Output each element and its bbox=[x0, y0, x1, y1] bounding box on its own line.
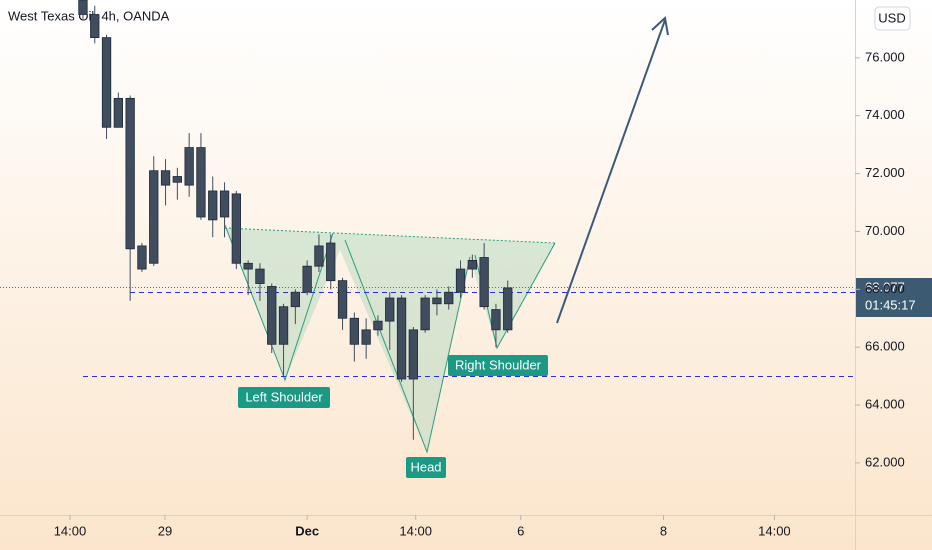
candle-body bbox=[231, 193, 241, 264]
candle-body bbox=[420, 297, 430, 331]
candle-body bbox=[172, 176, 182, 183]
candle-body bbox=[125, 97, 135, 250]
candle-body bbox=[408, 329, 418, 380]
countdown: 01:45:17 bbox=[865, 297, 916, 312]
candle-body bbox=[290, 291, 300, 308]
candle-body bbox=[219, 190, 230, 218]
candle-body bbox=[349, 317, 359, 345]
candle-body bbox=[385, 297, 395, 322]
y-tick-label: 64.000 bbox=[865, 396, 905, 411]
candle-body bbox=[208, 190, 218, 221]
x-tick-label: 14:00 bbox=[758, 523, 791, 538]
candle-body bbox=[137, 245, 147, 270]
candle-body bbox=[278, 306, 289, 345]
currency: USD bbox=[878, 10, 905, 25]
y-tick-label: 68.000 bbox=[865, 281, 905, 296]
candle-body bbox=[196, 147, 206, 218]
y-tick-label: 66.000 bbox=[865, 339, 905, 354]
candles bbox=[78, 0, 513, 440]
annotation-box bbox=[406, 457, 446, 478]
candle-body bbox=[314, 245, 324, 267]
annotation: Right Shoulder bbox=[455, 357, 542, 372]
chart-title: West Texas Oil, 4h, OANDA bbox=[8, 8, 170, 23]
x-tick-label: 29 bbox=[158, 523, 172, 538]
candle-body bbox=[373, 320, 383, 331]
candle-body bbox=[267, 286, 277, 345]
x-tick-label: 6 bbox=[517, 523, 524, 538]
currency-box[interactable] bbox=[874, 6, 911, 31]
annotation-box bbox=[448, 355, 548, 376]
candle-body bbox=[444, 291, 454, 305]
candle-body bbox=[90, 14, 100, 39]
x-tick-label: 8 bbox=[660, 523, 667, 538]
candle-body bbox=[432, 297, 442, 305]
y-tick-label: 62.000 bbox=[865, 454, 905, 469]
candle-body bbox=[479, 257, 489, 308]
candle-body bbox=[326, 242, 336, 282]
candle-body bbox=[361, 329, 371, 345]
annotation: Left Shoulder bbox=[245, 389, 323, 404]
candle-body bbox=[503, 287, 513, 331]
candle-body bbox=[302, 265, 312, 293]
y-tick-label: 76.000 bbox=[865, 49, 905, 64]
x-tick-label: Dec bbox=[295, 523, 319, 538]
candle-body bbox=[113, 97, 123, 128]
x-tick-label: 14:00 bbox=[54, 523, 87, 538]
candle-body bbox=[243, 262, 253, 270]
price-label: 68.077 bbox=[865, 279, 905, 294]
y-tick-label: 70.000 bbox=[865, 223, 905, 238]
candle-body bbox=[455, 268, 466, 293]
y-tick-label: 74.000 bbox=[865, 107, 905, 122]
candle-body bbox=[101, 37, 112, 128]
candle-body bbox=[467, 259, 477, 270]
annotation: Head bbox=[410, 459, 441, 474]
price-label-box bbox=[856, 278, 932, 317]
candle-body bbox=[491, 309, 501, 331]
candle-body bbox=[184, 147, 194, 186]
annotation-box bbox=[238, 387, 330, 408]
arrow bbox=[556, 16, 669, 324]
candle-body bbox=[149, 170, 159, 264]
candle-body bbox=[337, 280, 348, 319]
candle-body bbox=[78, 0, 88, 15]
candle-body bbox=[255, 268, 265, 284]
y-tick-label: 72.000 bbox=[865, 165, 905, 180]
x-tick-label: 14:00 bbox=[399, 523, 432, 538]
candle-body bbox=[160, 170, 171, 186]
candle-body bbox=[396, 297, 407, 380]
